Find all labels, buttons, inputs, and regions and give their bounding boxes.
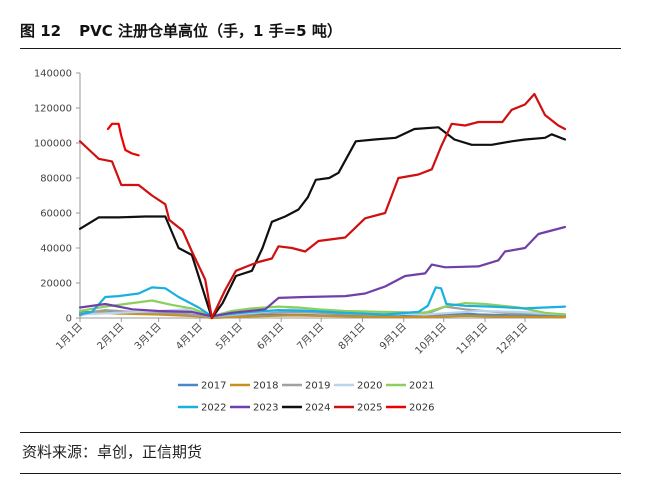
source-note: 资料来源：卓创，正信期货: [22, 443, 203, 461]
legend-label-2025: 2025: [357, 403, 382, 414]
y-tick-label: 80000: [40, 174, 72, 185]
x-tick-label: 8月1日: [336, 321, 368, 353]
legend: 2017 2018 2019 2020 2021 2022 2023 2024 2025 2026: [178, 381, 434, 414]
x-tick-label: 6月1日: [255, 321, 287, 353]
x-tick-label: 1月1日: [53, 321, 85, 353]
bottom-rule: [20, 432, 621, 433]
y-tick-label: 140000: [34, 69, 72, 80]
x-tick-label: 9月1日: [377, 321, 409, 353]
series-2025-line: [78, 92, 567, 320]
series-2018-line: [78, 310, 567, 320]
x-tick-label: 4月1日: [173, 321, 205, 353]
legend-label-2021: 2021: [409, 381, 434, 392]
legend-label-2017: 2017: [201, 381, 226, 392]
legend-label-2022: 2022: [201, 403, 226, 414]
y-tick-label: 60000: [40, 209, 72, 220]
series-2024-line: [78, 126, 567, 320]
series-2022-line: [78, 286, 567, 318]
x-tick-label: 5月1日: [213, 321, 245, 353]
footer-rule: [20, 473, 621, 474]
series-2026-line: [106, 122, 140, 157]
x-tick-label: 2月1日: [95, 321, 127, 353]
x-tick-label: 3月1日: [132, 321, 164, 353]
x-tick-label: 10月1日: [413, 321, 449, 357]
legend-label-2018: 2018: [253, 381, 278, 392]
legend-label-2019: 2019: [305, 381, 330, 392]
series-2023-line: [78, 225, 567, 318]
legend-label-2024: 2024: [305, 403, 330, 414]
top-rule: [20, 48, 621, 49]
figure-title: 图 12 PVC 注册仓单高位（手，1 手=5 吨）: [20, 20, 620, 42]
legend-label-2026: 2026: [409, 403, 434, 414]
legend-label-2023: 2023: [253, 403, 278, 414]
y-tick-label: 20000: [40, 279, 72, 290]
y-tick-label: 120000: [34, 104, 72, 115]
legend-label-2020: 2020: [357, 381, 382, 392]
y-tick-label: 40000: [40, 244, 72, 255]
y-tick-label: 100000: [34, 139, 72, 150]
y-tick-label: 0: [66, 314, 72, 325]
x-tick-label: 12月1日: [494, 321, 530, 357]
x-tick-label: 11月1日: [454, 321, 490, 357]
series-lines: [78, 92, 567, 320]
x-tick-label: 7月1日: [295, 321, 327, 353]
figure-number: 图 12: [20, 22, 62, 40]
figure-caption: PVC 注册仓单高位（手，1 手=5 吨）: [79, 22, 342, 40]
series-2021-line: [78, 299, 567, 318]
